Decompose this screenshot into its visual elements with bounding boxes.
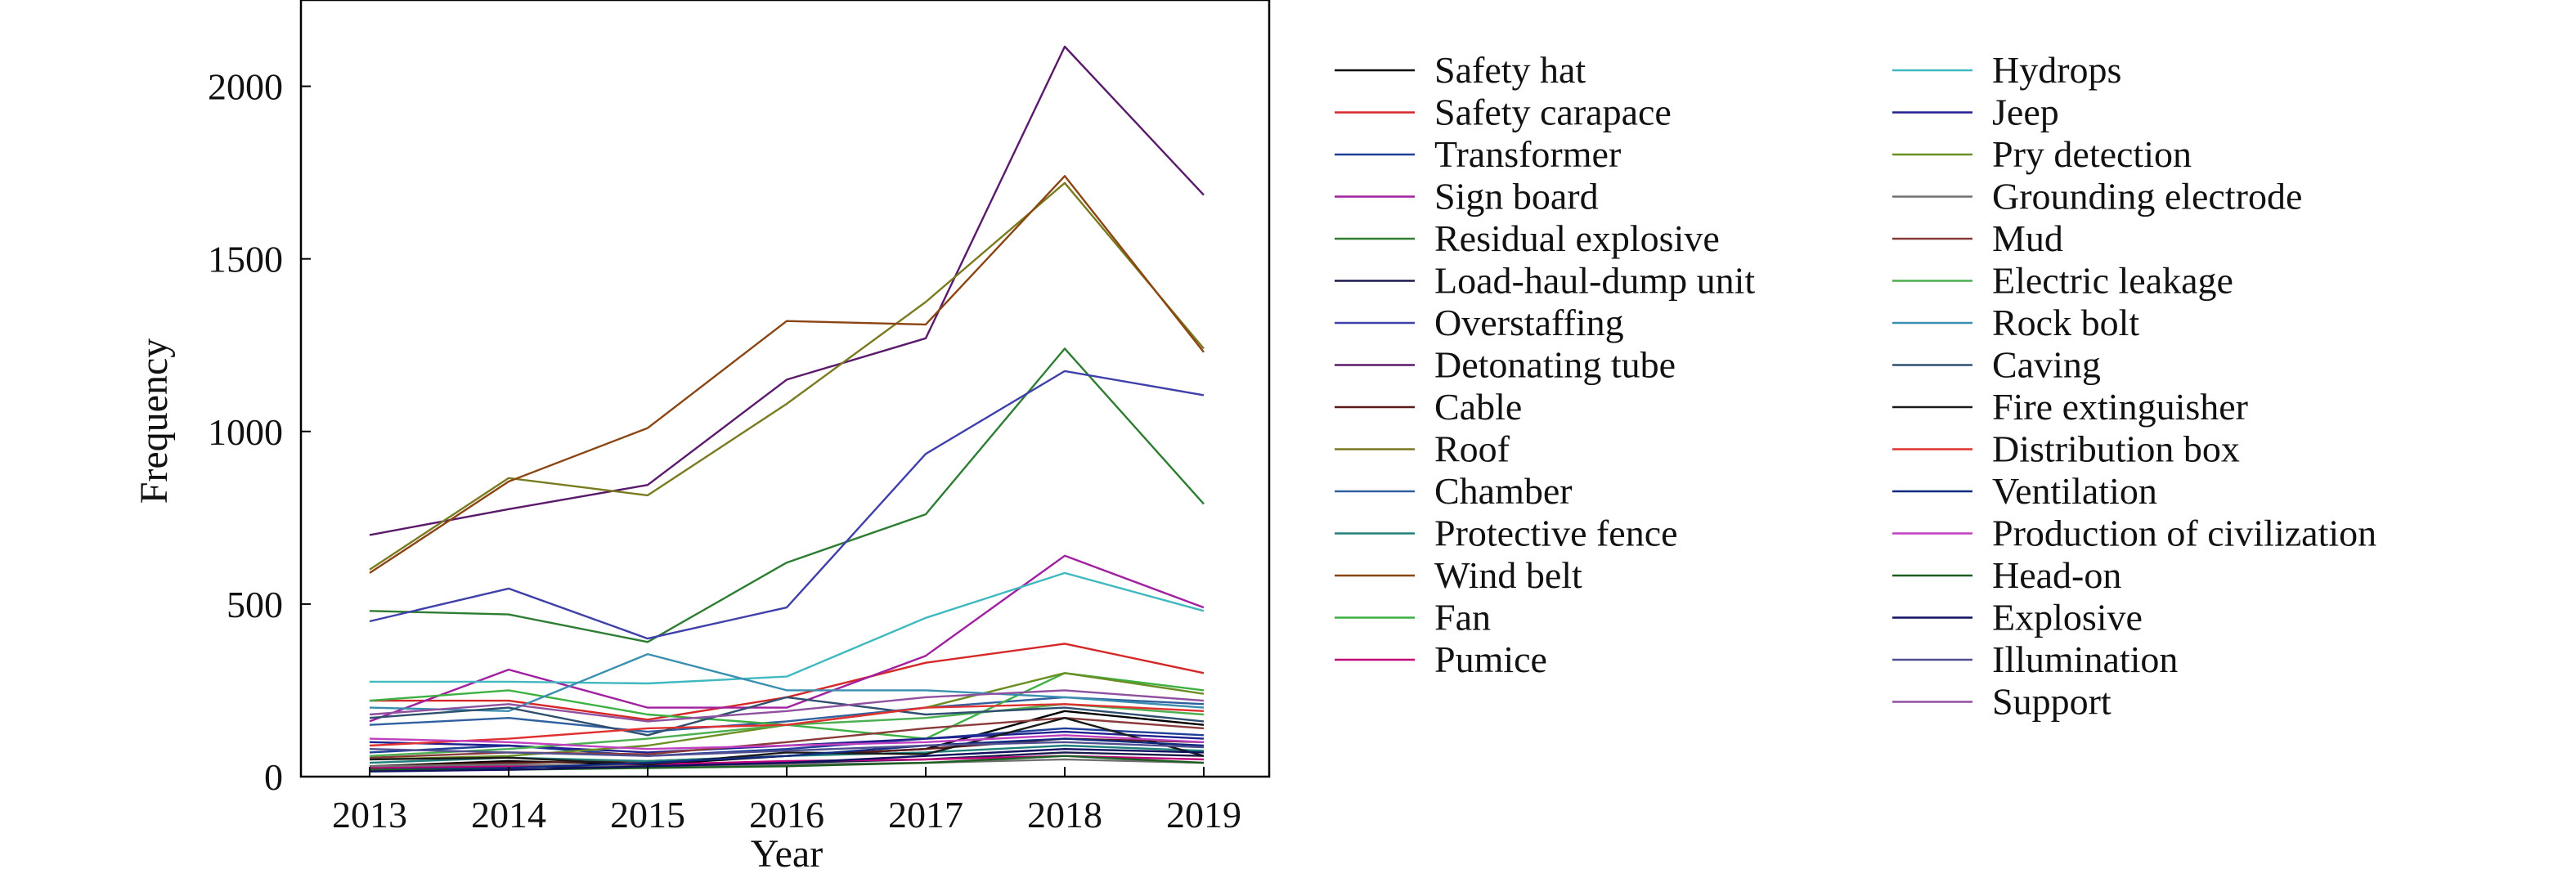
- legend-label: Cable: [1434, 386, 1522, 428]
- legend-item: Safety hat: [1335, 49, 1586, 91]
- x-tick-label: 2017: [888, 794, 963, 835]
- legend-item: Jeep: [1892, 92, 2059, 133]
- legend-label: Safety hat: [1434, 49, 1586, 91]
- legend-label: Safety carapace: [1434, 92, 1672, 133]
- plot-frame: [299, 0, 1271, 778]
- legend-item: Transformer: [1335, 133, 1621, 175]
- x-tick-label: 2018: [1027, 794, 1102, 835]
- series-line: [369, 181, 1205, 571]
- y-tick-label: 500: [227, 584, 283, 625]
- legend-item: Hydrops: [1892, 49, 2121, 91]
- legend-label: Residual explosive: [1434, 217, 1720, 259]
- legend-item: Fire extinguisher: [1892, 386, 2248, 428]
- x-tick-label: 2016: [749, 794, 824, 835]
- legend-label: Sign board: [1434, 176, 1599, 217]
- legend-item: Mud: [1892, 217, 2063, 259]
- legend-label: Production of civilization: [1992, 513, 2376, 554]
- legend-label: Wind belt: [1434, 554, 1582, 596]
- x-axis: 2013 2014 2015 2016 2017 2018 2019: [332, 767, 1241, 835]
- x-tick-label: 2013: [332, 794, 407, 835]
- legend-label: Pumice: [1434, 638, 1547, 680]
- legend-item: Sign board: [1335, 176, 1599, 217]
- legend-item: Chamber: [1335, 470, 1573, 512]
- legend-label: Detonating tube: [1434, 344, 1676, 386]
- legend-item: Support: [1892, 681, 2112, 723]
- y-tick-label: 1000: [208, 411, 283, 453]
- y-tick-label: 1500: [208, 239, 283, 280]
- x-axis-title: Year: [751, 832, 823, 876]
- series-line: [369, 347, 1205, 643]
- legend-item: Fan: [1335, 597, 1491, 638]
- legend-item: Wind belt: [1335, 554, 1582, 596]
- legend-item: Grounding electrode: [1892, 176, 2302, 217]
- legend-label: Protective fence: [1434, 513, 1678, 554]
- legend-item: Explosive: [1892, 597, 2143, 638]
- legend-item: Safety carapace: [1335, 92, 1672, 133]
- series-line: [369, 703, 1205, 747]
- legend-label: Illumination: [1992, 638, 2178, 680]
- legend-label: Jeep: [1992, 92, 2059, 133]
- legend-label: Roof: [1434, 428, 1510, 470]
- legend-item: Distribution box: [1892, 428, 2240, 470]
- x-tick-label: 2014: [471, 794, 546, 835]
- legend-item: Residual explosive: [1335, 217, 1720, 259]
- legend-label: Pry detection: [1992, 133, 2192, 175]
- legend-item: Load-haul-dump unit: [1335, 260, 1755, 302]
- legend-item: Roof: [1335, 428, 1510, 470]
- series-line: [369, 696, 1205, 737]
- series-line: [369, 758, 1205, 768]
- legend-label: Explosive: [1992, 597, 2143, 638]
- legend-label: Hydrops: [1992, 49, 2121, 91]
- series-line: [369, 696, 1205, 733]
- series-line: [369, 689, 1205, 723]
- series-line: [369, 741, 1205, 757]
- legend-label: Fan: [1434, 597, 1491, 638]
- legend-label: Head-on: [1992, 554, 2121, 596]
- legend-item: Electric leakage: [1892, 260, 2233, 302]
- legend-label: Rock bolt: [1992, 302, 2139, 343]
- legend-item: Detonating tube: [1335, 344, 1676, 386]
- legend-label: Caving: [1992, 344, 2101, 386]
- series-line: [370, 571, 1205, 685]
- legend-item: Pry detection: [1892, 133, 2192, 175]
- legend-item: Illumination: [1892, 638, 2178, 680]
- legend-label: Support: [1992, 681, 2112, 723]
- series-line: [369, 717, 1205, 766]
- legend-item: Protective fence: [1335, 513, 1678, 554]
- legend-item: Ventilation: [1892, 470, 2157, 512]
- legend-item: Rock bolt: [1892, 302, 2139, 343]
- y-tick-label: 2000: [208, 66, 283, 108]
- legend-label: Transformer: [1434, 133, 1621, 175]
- legend-item: Production of civilization: [1892, 513, 2376, 554]
- y-axis-title: Frequency: [132, 338, 176, 504]
- legend-item: Pumice: [1335, 638, 1547, 680]
- legend-item: Head-on: [1892, 554, 2121, 596]
- legend-label: Fire extinguisher: [1992, 386, 2248, 428]
- legend-item: Caving: [1892, 344, 2101, 386]
- series-line: [369, 734, 1205, 750]
- legend-label: Mud: [1992, 217, 2063, 259]
- series-line: [369, 370, 1205, 640]
- legend-label: Distribution box: [1992, 428, 2240, 470]
- y-axis: 0 500 1000 1500 2000: [208, 66, 311, 798]
- legend-label: Chamber: [1434, 470, 1573, 512]
- x-tick-label: 2019: [1166, 794, 1241, 835]
- series-line: [369, 652, 1205, 712]
- legend-label: Grounding electrode: [1992, 176, 2302, 217]
- legend-label: Load-haul-dump unit: [1434, 260, 1755, 302]
- legend-item: Cable: [1335, 386, 1522, 428]
- series-lines: [369, 45, 1205, 773]
- series-line: [369, 554, 1205, 723]
- series-line: [369, 45, 1205, 536]
- legend-item: Overstaffing: [1335, 302, 1624, 343]
- x-tick-label: 2015: [610, 794, 685, 835]
- y-tick-label: 0: [264, 756, 283, 798]
- series-line: [369, 175, 1205, 574]
- legend-label: Ventilation: [1992, 470, 2157, 512]
- legend-label: Electric leakage: [1992, 260, 2233, 302]
- legend-label: Overstaffing: [1434, 302, 1624, 343]
